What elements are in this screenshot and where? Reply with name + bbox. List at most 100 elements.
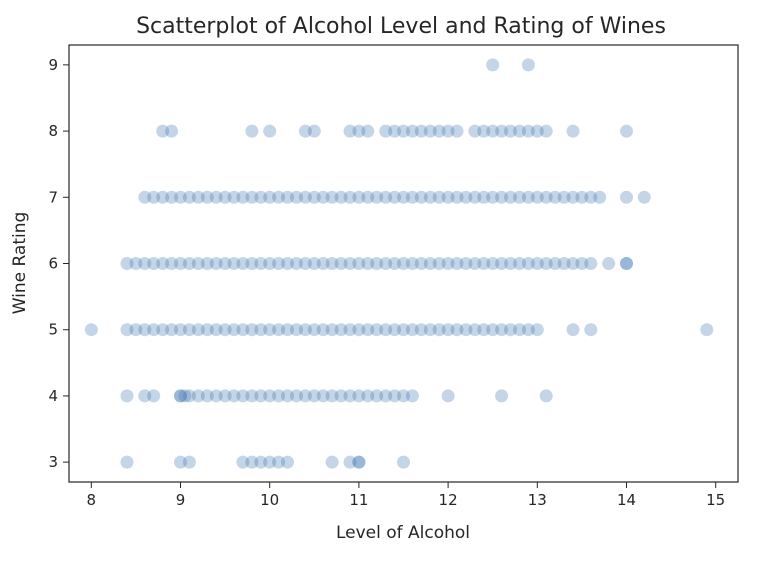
data-point — [307, 323, 321, 337]
data-point — [352, 455, 366, 469]
data-point — [495, 389, 509, 403]
data-point — [566, 190, 580, 204]
x-tick-label: 14 — [617, 491, 636, 509]
data-point — [414, 124, 428, 138]
data-point — [334, 323, 348, 337]
data-point — [156, 323, 170, 337]
data-point — [263, 190, 277, 204]
x-tick-label: 15 — [706, 491, 725, 509]
data-point — [370, 257, 384, 270]
x-axis-label: Level of Alcohol — [336, 523, 470, 543]
y-tick-label: 3 — [48, 453, 58, 471]
data-point — [370, 190, 384, 204]
data-point — [521, 190, 535, 204]
data-point — [147, 323, 161, 337]
data-point — [468, 190, 482, 204]
data-point — [227, 323, 241, 337]
data-point — [414, 257, 428, 270]
data-point — [227, 389, 241, 403]
data-point — [245, 389, 259, 403]
data-point — [191, 190, 205, 204]
data-point — [513, 190, 526, 204]
data-point — [477, 323, 491, 337]
data-point — [307, 389, 321, 403]
data-point — [178, 389, 192, 403]
data-point — [218, 190, 232, 204]
data-point — [281, 389, 294, 403]
data-point — [281, 190, 294, 204]
data-point — [495, 124, 509, 138]
data-point — [156, 257, 170, 270]
data-point — [165, 257, 179, 270]
data-point — [343, 389, 357, 403]
data-point — [441, 257, 455, 270]
y-tick-label: 6 — [48, 255, 58, 273]
data-point — [620, 257, 633, 270]
data-point — [432, 257, 446, 270]
data-point — [379, 124, 393, 138]
data-point — [486, 190, 500, 204]
data-point — [566, 323, 580, 337]
data-point — [200, 323, 214, 337]
data-point — [227, 257, 241, 270]
x-tick-label: 10 — [260, 491, 279, 509]
data-point — [504, 323, 517, 337]
y-axis: 3 4 5 6 7 8 9 — [48, 56, 69, 471]
data-point — [388, 389, 402, 403]
data-point — [120, 389, 134, 403]
data-point — [334, 257, 348, 270]
data-point — [370, 323, 384, 337]
data-point — [486, 323, 500, 337]
data-point — [441, 323, 455, 337]
data-point — [405, 190, 419, 204]
data-point — [361, 190, 375, 204]
data-point — [513, 257, 526, 270]
data-point — [539, 389, 553, 403]
data-point — [254, 323, 268, 337]
data-point — [405, 257, 419, 270]
data-point — [397, 455, 410, 469]
chart-title: Scatterplot of Alcohol Level and Rating … — [136, 14, 666, 39]
data-point — [147, 257, 161, 270]
data-point — [165, 323, 179, 337]
data-point — [236, 190, 250, 204]
data-point — [182, 190, 196, 204]
data-point — [423, 323, 437, 337]
data-point — [486, 124, 500, 138]
data-point — [182, 323, 196, 337]
data-point — [165, 124, 179, 138]
data-point — [361, 323, 375, 337]
data-point — [620, 190, 633, 204]
data-point — [272, 389, 286, 403]
data-point — [397, 389, 410, 403]
data-point — [298, 257, 312, 270]
data-point — [521, 124, 535, 138]
data-point — [307, 190, 321, 204]
data-point — [557, 257, 571, 270]
data-point — [290, 323, 303, 337]
data-point — [263, 323, 277, 337]
data-point — [174, 257, 187, 270]
data-point — [147, 389, 161, 403]
data-point — [584, 190, 598, 204]
data-point — [495, 257, 509, 270]
data-point — [397, 257, 410, 270]
data-point — [370, 389, 384, 403]
y-tick-label: 4 — [48, 387, 58, 405]
data-point — [423, 124, 437, 138]
data-point — [530, 124, 544, 138]
data-point — [388, 190, 402, 204]
data-point — [272, 257, 286, 270]
data-point — [174, 323, 187, 337]
data-point — [468, 124, 482, 138]
data-point — [620, 124, 633, 138]
data-point — [566, 124, 580, 138]
data-point — [120, 323, 134, 337]
data-point — [530, 323, 544, 337]
data-point — [236, 455, 250, 469]
data-point — [200, 190, 214, 204]
data-point — [432, 323, 446, 337]
data-point — [325, 257, 339, 270]
data-point — [343, 124, 357, 138]
data-point — [477, 190, 491, 204]
